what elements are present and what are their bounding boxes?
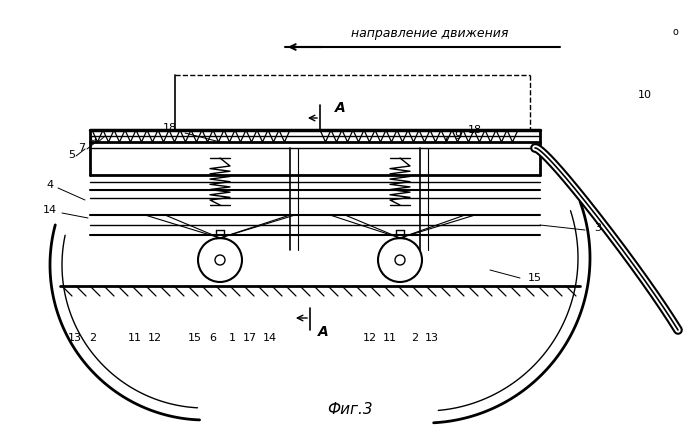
Text: 9: 9 (454, 131, 461, 141)
Text: Фиг.3: Фиг.3 (327, 403, 373, 418)
Text: 18: 18 (163, 123, 177, 133)
Text: 13: 13 (68, 333, 82, 343)
Text: 12: 12 (148, 333, 162, 343)
Text: 17: 17 (243, 333, 257, 343)
Text: 13: 13 (425, 333, 439, 343)
Text: 15: 15 (188, 333, 202, 343)
Text: 2: 2 (90, 333, 97, 343)
Text: направление движения: направление движения (351, 26, 509, 40)
Text: 15: 15 (528, 273, 542, 283)
Text: 11: 11 (383, 333, 397, 343)
Text: 5: 5 (69, 150, 76, 160)
Text: 7: 7 (442, 136, 449, 146)
Text: 9: 9 (90, 136, 97, 146)
Text: 7: 7 (78, 143, 85, 153)
Text: 14: 14 (43, 205, 57, 215)
Text: 10: 10 (638, 90, 652, 100)
Text: 11: 11 (128, 333, 142, 343)
Text: 6: 6 (209, 333, 216, 343)
Text: 14: 14 (263, 333, 277, 343)
Text: 2: 2 (412, 333, 419, 343)
Text: 12: 12 (363, 333, 377, 343)
Text: A: A (335, 101, 345, 115)
Text: 1: 1 (228, 333, 235, 343)
Text: o: o (672, 27, 678, 37)
Text: 3: 3 (594, 223, 601, 233)
Text: A: A (318, 325, 328, 339)
Text: 4: 4 (46, 180, 54, 190)
Text: 18: 18 (468, 125, 482, 135)
